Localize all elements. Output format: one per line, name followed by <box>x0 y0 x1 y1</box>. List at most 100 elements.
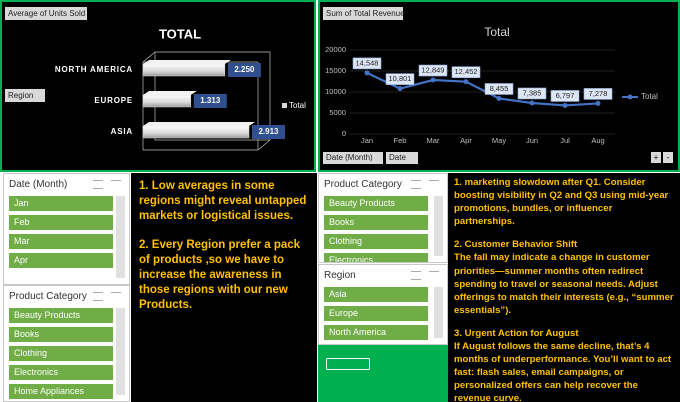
scrollbar <box>116 196 125 278</box>
value-label: 14,548 <box>356 58 379 67</box>
legend-swatch <box>282 103 287 108</box>
slicer-item[interactable]: Clothing <box>324 234 428 249</box>
filter-button-label: Date (Month) <box>326 153 373 162</box>
multi-select-icon[interactable] <box>411 271 421 280</box>
slicer-item[interactable]: Electronics <box>9 365 113 380</box>
value-label: 6,797 <box>556 91 575 100</box>
value-label: 10,801 <box>389 74 412 83</box>
value-label: 7,278 <box>589 89 608 98</box>
legend-label: Total <box>641 92 658 101</box>
point <box>364 70 370 76</box>
slicer-title: Product Category <box>9 291 87 302</box>
slicer-item[interactable]: Feb <box>9 215 113 230</box>
slicer-title: Date (Month) <box>9 179 68 190</box>
clear-filter-icon[interactable] <box>111 180 121 189</box>
value-label-box <box>517 87 547 100</box>
x-tick-label: Aug <box>591 136 604 145</box>
note-text: 3. Urgent Action for August <box>454 327 579 339</box>
value-label: 12,849 <box>422 66 445 75</box>
value-label-box <box>352 57 382 70</box>
value-label-box <box>385 73 415 85</box>
value-label: 12,452 <box>455 67 478 76</box>
bar <box>142 63 226 77</box>
slicer-item[interactable]: Jan <box>9 196 113 211</box>
filter-button-label: Region <box>8 91 33 100</box>
slicer-title: Product Category <box>324 179 402 190</box>
chart-title: TOTAL <box>159 26 201 41</box>
slicer-item[interactable]: North America <box>324 325 428 340</box>
slicer-item[interactable]: Electronics <box>324 253 428 262</box>
legend-marker <box>627 94 633 100</box>
bar-top <box>143 60 231 64</box>
x-tick-label: Jul <box>560 136 570 145</box>
slicer-item[interactable]: Europe <box>324 306 428 321</box>
bar <box>142 125 250 139</box>
point <box>397 86 403 92</box>
zoom-button[interactable] <box>651 152 661 163</box>
filter-button[interactable] <box>386 152 418 164</box>
y-tick-label: 5000 <box>329 108 346 117</box>
value-label-box <box>550 90 580 102</box>
y-tick-label: NORTH AMERICA <box>55 65 133 74</box>
selection-box <box>326 358 370 370</box>
value-label-box <box>227 63 261 77</box>
multi-select-icon[interactable] <box>411 180 421 189</box>
value-label: 7,385 <box>523 88 542 97</box>
x-tick-label: Feb <box>394 136 407 145</box>
slicer-item[interactable]: Home Appliances <box>9 384 113 399</box>
value-label: 2.250 <box>234 65 255 74</box>
point <box>463 79 469 85</box>
slicer-item[interactable]: Books <box>324 215 428 230</box>
slicer-item[interactable]: Books <box>9 327 113 342</box>
slicer-item[interactable]: Mar <box>9 234 113 249</box>
value-label-box <box>583 88 613 100</box>
panel-left <box>0 0 316 172</box>
value-label: 1.313 <box>200 96 221 105</box>
slicer: Product Category Beauty Products Books Clot… <box>3 285 130 402</box>
multi-select-icon[interactable] <box>93 292 103 301</box>
legend-label: Total <box>289 101 306 110</box>
clear-filter-icon[interactable] <box>111 292 121 301</box>
point <box>595 100 601 106</box>
filter-button[interactable] <box>323 152 383 164</box>
notes-right: 1. marketing slowdown after Q1. Consider… <box>448 173 680 402</box>
slicer-title: Region <box>324 270 356 281</box>
slicer: Date (Month) Jan Feb Mar Apr <box>3 173 130 285</box>
bar-top <box>143 122 255 126</box>
value-label-box <box>193 94 227 108</box>
clear-filter-icon[interactable] <box>429 271 439 280</box>
value-label-box <box>451 66 481 79</box>
y-tick-label: EUROPE <box>94 96 133 105</box>
slicer-item[interactable]: Apr <box>9 253 113 268</box>
field-button[interactable] <box>5 7 87 20</box>
note-text: 1. Low averages in some regions might re… <box>139 180 307 222</box>
value-label: 2.913 <box>258 127 279 136</box>
slicer-item[interactable]: Asia <box>324 287 428 302</box>
scrollbar <box>116 308 125 395</box>
value-label: 8,455 <box>490 84 509 93</box>
filter-button[interactable] <box>5 89 45 102</box>
note-text: 2. Every Region prefer a pack of product… <box>139 239 301 311</box>
charts: Average of Units Sold TOTAL Region Sum o… <box>0 0 680 172</box>
notes-left: 1. Low averages in some regions might re… <box>131 173 317 402</box>
value-label-box <box>252 125 285 139</box>
chart-title: Total <box>484 25 509 39</box>
zoom-button-label: + <box>653 152 658 162</box>
zoom-button[interactable] <box>663 152 673 163</box>
value-label-box <box>418 64 448 77</box>
bar-top <box>143 91 197 95</box>
multi-select-icon[interactable] <box>93 180 103 189</box>
slicer-item[interactable]: Clothing <box>9 346 113 361</box>
clear-filter-icon[interactable] <box>429 180 439 189</box>
line <box>366 71 599 107</box>
field-button[interactable] <box>323 7 403 20</box>
point <box>562 102 568 108</box>
slicer-item[interactable]: Beauty Products <box>9 308 113 323</box>
slicer-item[interactable]: Beauty Products <box>324 196 428 211</box>
field-button-label: Sum of Total Revenue <box>326 9 405 18</box>
scrollbar <box>434 196 443 256</box>
y-tick-label: 15000 <box>325 66 346 75</box>
x-tick-label: Mar <box>427 136 440 145</box>
note-text: If August follows the same decline, that… <box>454 341 672 402</box>
